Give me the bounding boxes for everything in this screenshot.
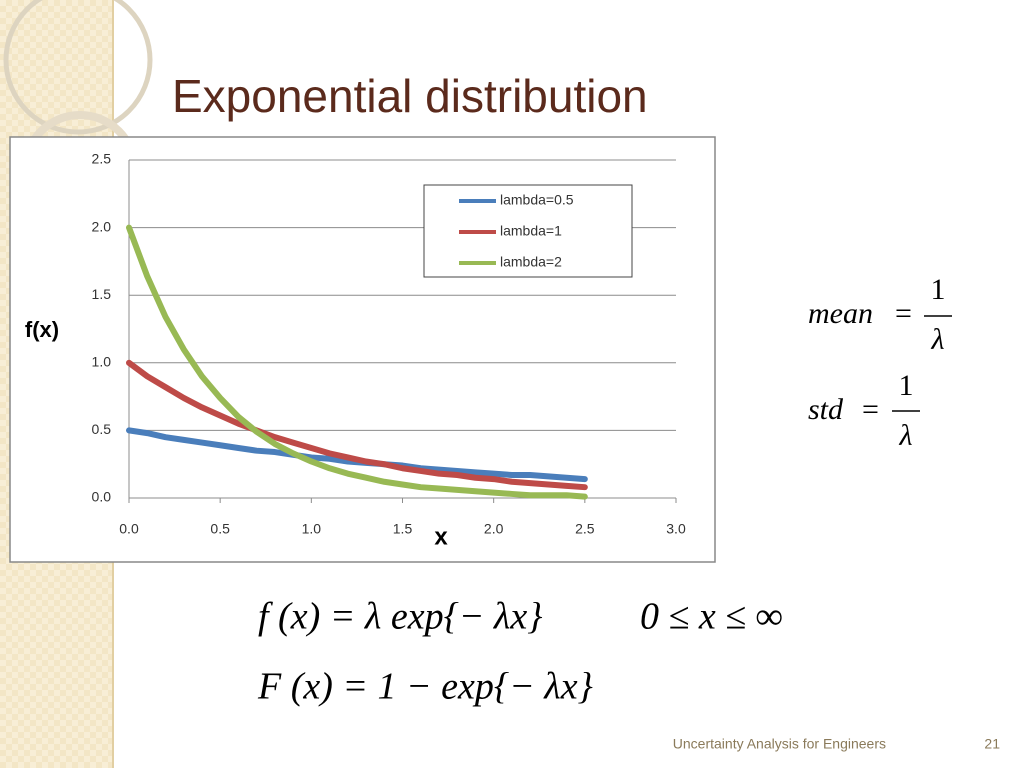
y-tick-label: 0.5 [92,421,112,437]
deco-circle [3,0,153,135]
mean-eq: = [895,297,912,330]
series-line [126,359,588,491]
footer-course: Uncertainty Analysis for Engineers [673,736,886,752]
std-formula: std = 1 λ [808,369,920,452]
std-den: λ [899,419,913,452]
chart: 0.0 0.5 1.0 1.5 2.0 2.5 0.0 0.5 1.0 1.5 2.0 2.5 3.0 l… [92,151,686,537]
series-line [126,224,588,500]
x-tick-label: 1.5 [393,521,413,537]
mean-formula: mean = 1 λ [808,273,952,356]
legend-box [423,184,633,278]
legend-label: lambda=2 [500,254,562,270]
pdf-formula: f (x) = λ exp{− λx} [258,596,542,638]
x-tick-label: 0.5 [210,521,230,537]
x-tick-label: 2.5 [575,521,595,537]
std-eq: = [862,393,879,426]
y-tick-label: 2.0 [92,218,112,234]
mean-num: 1 [931,273,946,306]
x-tick-label: 1.0 [302,521,322,537]
legend-label: lambda=1 [500,223,562,239]
domain-formula: 0 ≤ x ≤ ∞ [640,596,783,638]
slide-title: Exponential distribution [172,70,648,122]
x-axis-label: x [434,523,448,550]
cdf-formula: F (x) = 1 − exp{− λx} [257,666,593,708]
x-tick-label: 2.0 [484,521,504,537]
y-tick-label: 1.5 [92,286,112,302]
footer-page: 21 [984,736,1000,752]
y-tick-label: 2.5 [92,151,112,167]
y-tick-label: 1.0 [92,354,112,370]
std-num: 1 [899,369,914,402]
mean-lhs: mean [808,297,873,330]
legend-label: lambda=0.5 [500,192,574,208]
std-lhs: std [808,393,844,426]
x-tick-label: 3.0 [666,521,686,537]
mean-den: λ [931,323,945,356]
y-axis-label: f(x) [25,317,59,342]
x-tick-label: 0.0 [119,521,139,537]
y-tick-label: 0.0 [92,489,112,505]
